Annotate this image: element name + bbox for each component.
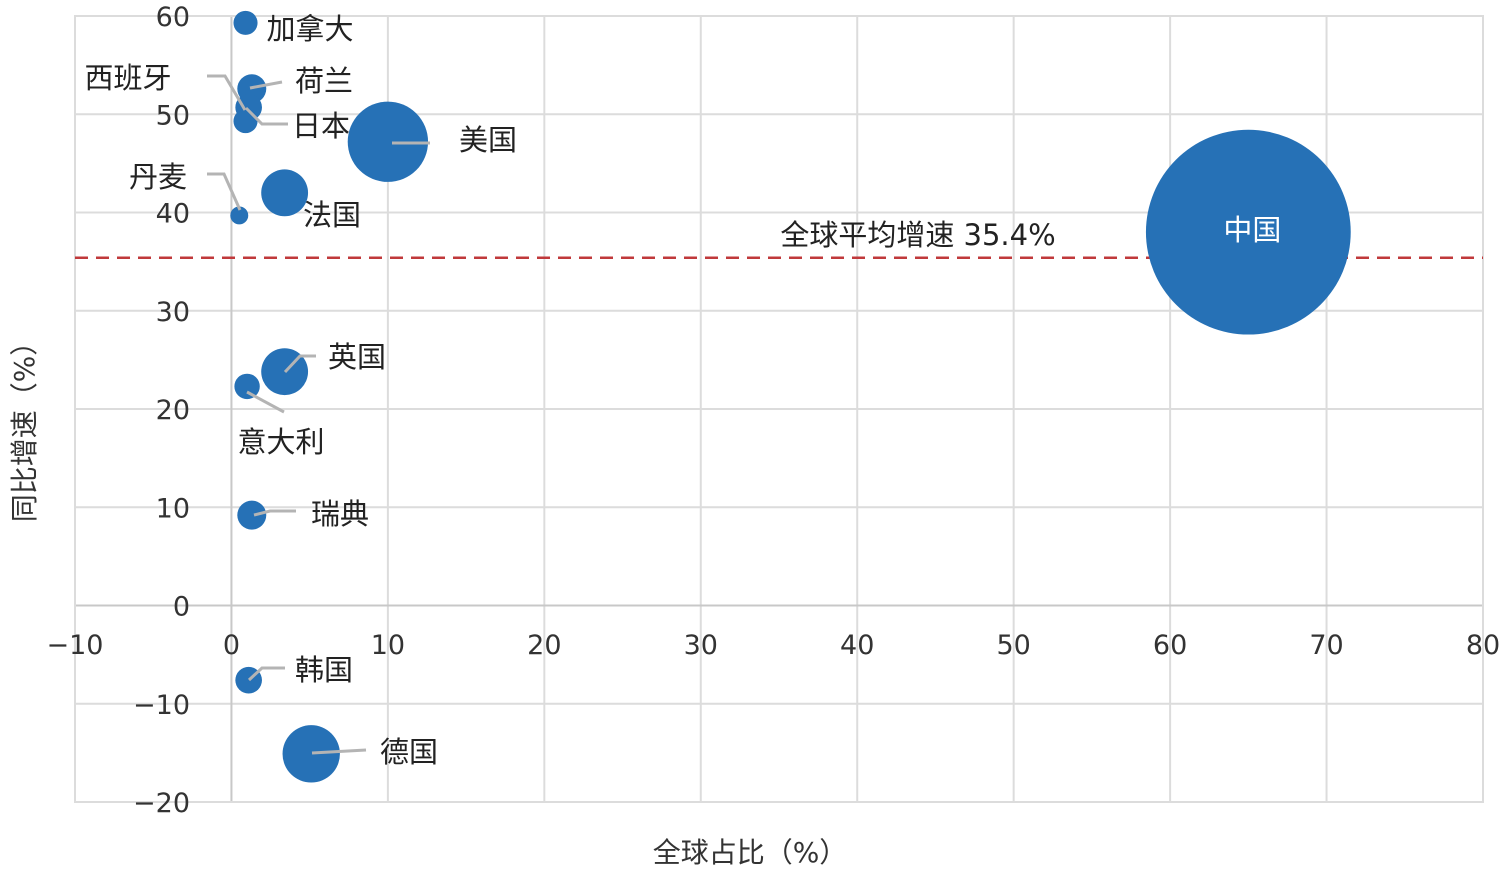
bubble-point <box>230 206 249 225</box>
x-axis-title: 全球占比（%） <box>653 836 848 869</box>
leader-line <box>246 390 285 414</box>
bubble-label: 美国 <box>459 123 517 157</box>
bubble-point <box>237 500 267 530</box>
y-tick-label: 60 <box>156 2 190 33</box>
grid <box>74 15 1484 803</box>
leader-lines <box>207 74 430 755</box>
leader-line <box>244 106 288 126</box>
x-tick-label: 50 <box>996 630 1030 661</box>
bubble-label: 英国 <box>328 340 386 374</box>
x-tick-label: 0 <box>223 630 240 661</box>
y-tick-label: 30 <box>156 297 190 328</box>
y-axis-title: 同比增速（%） <box>8 328 41 523</box>
bubble-label: 法国 <box>303 198 361 232</box>
leader-line <box>207 172 242 211</box>
leader-line <box>283 354 316 374</box>
x-tick-label: 10 <box>371 630 405 661</box>
bubble-point <box>1145 129 1351 335</box>
bubble-point <box>282 725 340 783</box>
y-tick-label: 0 <box>173 592 190 623</box>
x-tick-label: −10 <box>47 630 104 661</box>
bubble-label: 西班牙 <box>84 61 171 95</box>
tick-labels: −10 0 10 20 30 40 50 60 70 80 −20 −10 0 10 20 30 40 50 60 <box>47 2 1500 819</box>
y-tick-label: 20 <box>156 395 190 426</box>
y-tick-label: 10 <box>156 493 190 524</box>
bubble-label: 荷兰 <box>295 64 353 98</box>
plot-frame <box>74 15 1484 803</box>
x-tick-label: 30 <box>684 630 718 661</box>
x-tick-label: 60 <box>1153 630 1187 661</box>
leader-line <box>249 80 283 90</box>
bubble-label: 丹麦 <box>129 160 187 194</box>
bubbles <box>230 10 1351 783</box>
average-growth-label: 全球平均增速 35.4% <box>780 218 1055 252</box>
leader-line <box>207 74 247 111</box>
leader-line <box>253 509 296 517</box>
bubble-label: 加拿大 <box>266 12 353 46</box>
bubble-point <box>347 101 429 182</box>
leader-line <box>247 666 285 682</box>
bubble-label: 德国 <box>380 735 438 769</box>
bubble-label: 日本 <box>292 109 350 143</box>
y-tick-label: 50 <box>156 100 190 131</box>
y-tick-label: −10 <box>133 690 190 721</box>
reference-line-group: 全球平均增速 35.4% <box>75 218 1483 259</box>
bubble-point <box>234 373 260 400</box>
bubble-label: 中国 <box>1223 213 1281 247</box>
x-tick-label: 40 <box>840 630 874 661</box>
bubble-point <box>233 109 258 134</box>
bubble-label: 意大利 <box>237 425 324 459</box>
x-tick-label: 80 <box>1466 630 1500 661</box>
bubble-label: 韩国 <box>295 653 353 687</box>
bubble-point <box>233 10 258 35</box>
x-tick-label: 20 <box>527 630 561 661</box>
bubble-label: 瑞典 <box>311 497 369 531</box>
bubble-point <box>261 169 309 217</box>
leader-line <box>311 748 367 755</box>
y-tick-label: −20 <box>133 788 190 819</box>
x-tick-label: 70 <box>1309 630 1343 661</box>
y-tick-label: 40 <box>156 199 190 230</box>
